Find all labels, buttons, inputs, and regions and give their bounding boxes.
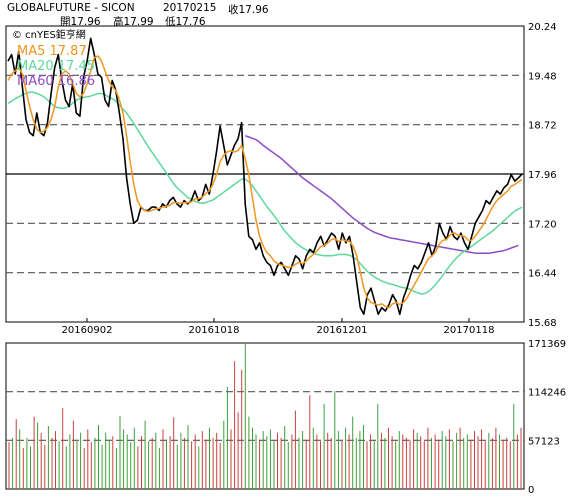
price-x-tick-label: 20160902 bbox=[62, 325, 113, 336]
header-close: 收17.96 bbox=[228, 4, 269, 16]
price-y-tick-label: 20.24 bbox=[528, 22, 557, 33]
legend-entry-ma20: MA20 17.45 bbox=[17, 59, 95, 74]
price-x-tick-label: 20170118 bbox=[444, 325, 495, 336]
volume-y-tick-label: 171369 bbox=[528, 339, 566, 350]
price-y-tick-label: 15.68 bbox=[528, 318, 557, 329]
price-x-tick-label: 20161201 bbox=[317, 325, 368, 336]
volume-y-axis: 171369 114246 57123 0 bbox=[528, 339, 566, 496]
ma60-series-line bbox=[244, 134, 519, 254]
header-open: 開17.96 bbox=[60, 16, 101, 28]
price-x-axis: 20160902 20161018 20161201 20170118 bbox=[62, 318, 495, 336]
price-x-tick-label: 20161018 bbox=[189, 325, 240, 336]
header-symbol: GLOBALFUTURE - SICON bbox=[7, 2, 135, 14]
volume-panel-frame bbox=[5, 342, 525, 490]
price-y-tick-label: 17.96 bbox=[528, 170, 557, 181]
header-date: 20170215 bbox=[163, 2, 217, 14]
ma20-series-line bbox=[7, 91, 523, 295]
volume-y-tick-label: 0 bbox=[528, 485, 534, 496]
price-y-tick-label: 16.44 bbox=[528, 269, 557, 280]
price-y-tick-label: 18.72 bbox=[528, 121, 557, 132]
watermark-text: © cnYES鉅亨網 bbox=[12, 28, 86, 41]
ma5-series-line bbox=[7, 55, 523, 309]
price-lines bbox=[7, 37, 523, 315]
header-high: 高17.99 bbox=[113, 16, 154, 28]
price-grid bbox=[6, 74, 524, 274]
volume-y-tick-label: 114246 bbox=[528, 388, 566, 399]
price-y-tick-label: 19.48 bbox=[528, 71, 557, 82]
volume-y-tick-label: 57123 bbox=[528, 436, 560, 447]
price-y-axis: 20.24 19.48 18.72 17.96 17.20 16.44 15.68 bbox=[528, 22, 557, 329]
volume-grid bbox=[6, 391, 524, 441]
price-y-tick-label: 17.20 bbox=[528, 219, 557, 230]
price-series-line bbox=[7, 37, 523, 315]
legend-entry-ma5: MA5 17.87 bbox=[17, 44, 87, 59]
header-low: 低17.76 bbox=[165, 16, 206, 28]
legend-entry-ma60: MA60 16.86 bbox=[17, 74, 95, 89]
volume-bars bbox=[8, 343, 522, 489]
